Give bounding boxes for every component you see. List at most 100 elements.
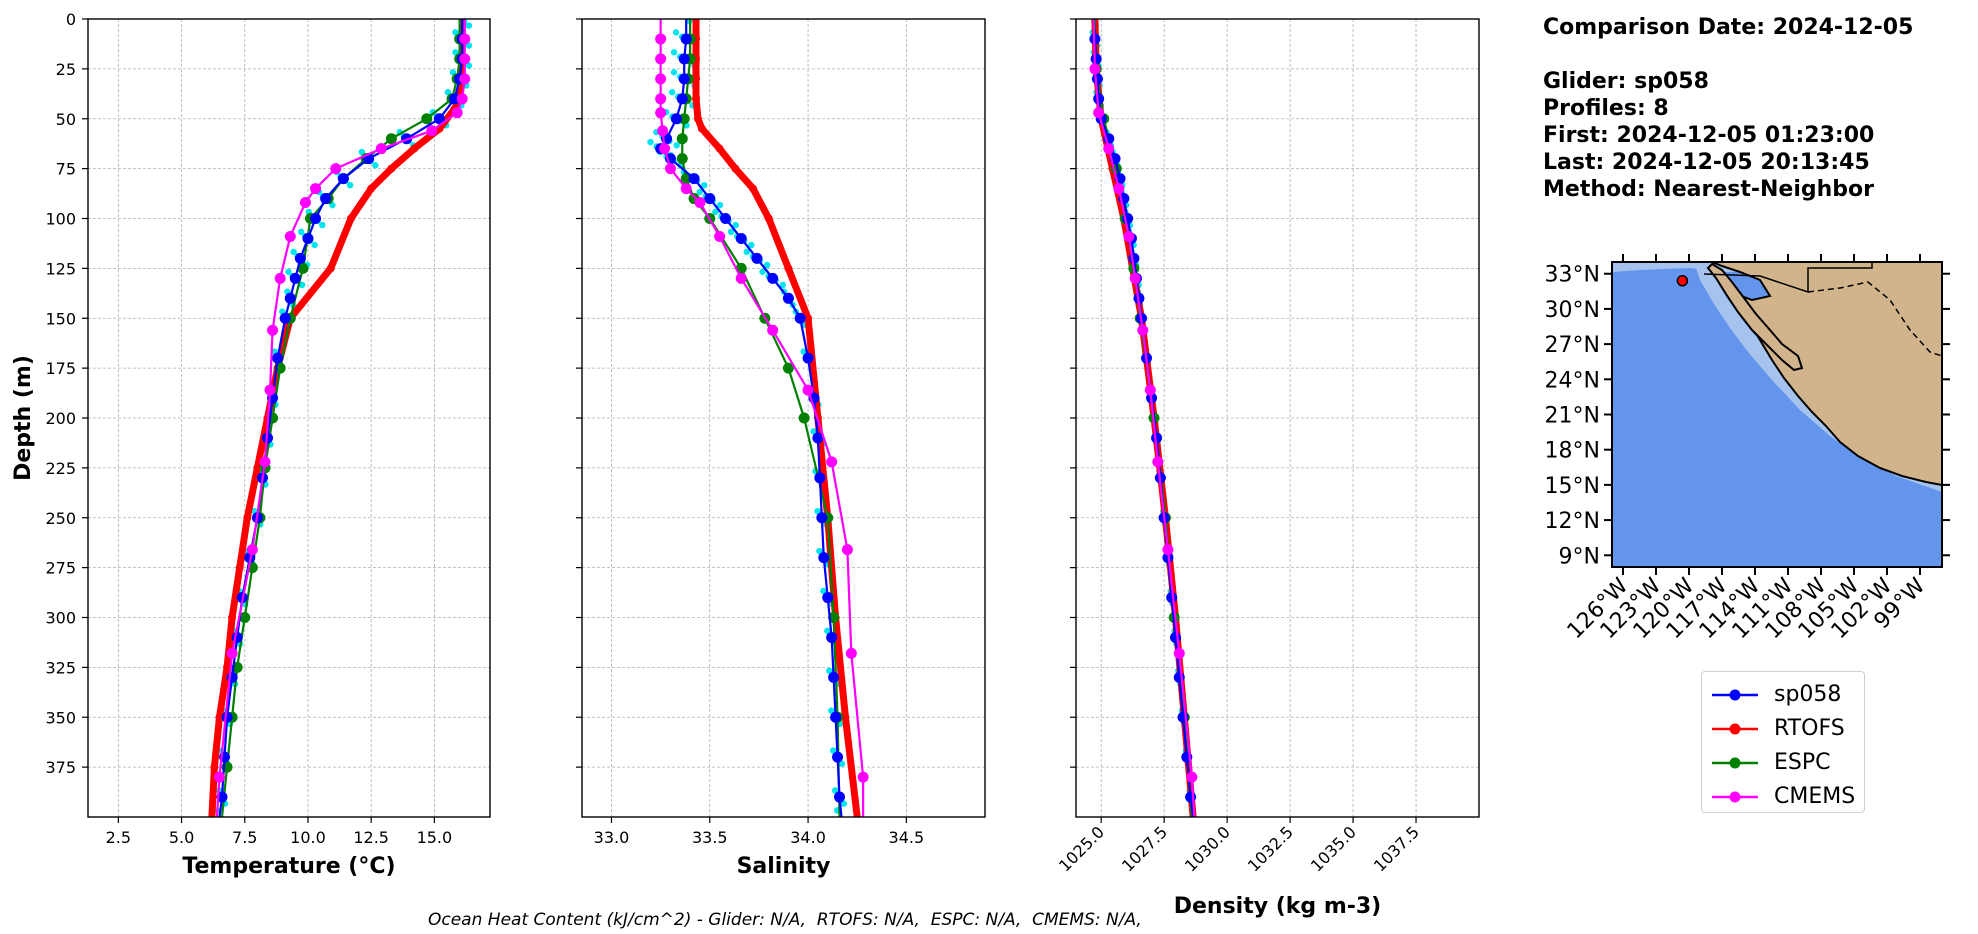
map-lat-label: 27°N bbox=[1545, 333, 1600, 358]
y-tick-label: 200 bbox=[45, 409, 76, 428]
series-point-sp058 bbox=[834, 791, 846, 803]
series-point-cmems bbox=[1103, 143, 1115, 155]
y-tick-label: 350 bbox=[45, 708, 76, 727]
y-tick-label: 100 bbox=[45, 210, 76, 229]
series-point-cmems bbox=[657, 125, 669, 137]
x-tick-label: 1035.0 bbox=[1307, 822, 1360, 875]
raw-point bbox=[290, 248, 297, 256]
series-point-cmems bbox=[1093, 107, 1105, 119]
series-point-cmems bbox=[735, 272, 747, 284]
series-point-sp058 bbox=[1169, 631, 1181, 643]
series-point-rtofs bbox=[367, 184, 376, 193]
series-point-espc bbox=[676, 153, 688, 165]
legend-label: RTOFS bbox=[1774, 716, 1845, 741]
series-point-rtofs bbox=[243, 513, 252, 522]
raw-point bbox=[465, 42, 473, 49]
series-point-rtofs bbox=[784, 264, 793, 273]
raw-point bbox=[346, 181, 354, 189]
x-tick-label: 33.5 bbox=[692, 828, 728, 847]
series-point-cmems bbox=[310, 183, 322, 195]
x-tick-label: 7.5 bbox=[232, 828, 257, 847]
y-tick-label: 250 bbox=[45, 509, 76, 528]
panel-density: 1025.0 1027.5 1030.0 1032.5 1035.0 1037.5 Dens… bbox=[1055, 17, 1480, 919]
series-point-rtofs bbox=[346, 214, 355, 223]
series-point-espc bbox=[680, 173, 692, 185]
series-point-cmems bbox=[826, 456, 838, 468]
raw-point bbox=[701, 181, 708, 189]
series-point-rtofs bbox=[253, 463, 262, 472]
raw-point bbox=[372, 162, 379, 169]
x-tick-label: 2.5 bbox=[106, 828, 131, 847]
map-border bbox=[1703, 262, 1873, 294]
series-point-cmems bbox=[802, 384, 814, 396]
legend-item-sp058: sp058 bbox=[1702, 680, 1862, 710]
series-point-cmems bbox=[456, 93, 468, 105]
map-lat-label: 12°N bbox=[1545, 509, 1600, 534]
series-point-sp058 bbox=[828, 671, 840, 683]
comparison-info: Comparison Date: 2024-12-05 Glider: sp05… bbox=[1543, 14, 1913, 203]
series-point-sp058 bbox=[1091, 73, 1103, 85]
series-point-rtofs bbox=[223, 663, 232, 672]
series-point-cmems bbox=[655, 93, 667, 105]
series-point-cmems bbox=[1089, 63, 1101, 75]
raw-point bbox=[732, 221, 739, 229]
series-point-cmems bbox=[451, 107, 463, 119]
series-point-cmems bbox=[274, 272, 286, 284]
legend-swatch-espc bbox=[1712, 757, 1758, 769]
y-tick-label: 50 bbox=[56, 110, 76, 129]
ocean-heat-content-note: Ocean Heat Content (kJ/cm^2) - Glider: N… bbox=[428, 910, 1142, 930]
series-point-cmems bbox=[1144, 384, 1156, 396]
series-point-espc bbox=[676, 133, 688, 145]
series-point-sp058 bbox=[680, 33, 692, 45]
map-land-baja bbox=[1706, 262, 1804, 372]
series-point-sp058 bbox=[1128, 252, 1140, 264]
series-point-cmems bbox=[694, 197, 706, 209]
series-line-cmems bbox=[1092, 18, 1196, 818]
series-point-espc bbox=[798, 412, 810, 424]
raw-point bbox=[452, 29, 459, 36]
x-tick-label: 12.5 bbox=[353, 828, 389, 847]
map-lat-label: 24°N bbox=[1545, 368, 1600, 393]
y-tick-label: 175 bbox=[45, 359, 76, 378]
legend-label: CMEMS bbox=[1774, 784, 1856, 809]
raw-point bbox=[716, 201, 724, 209]
series-point-sp058 bbox=[670, 113, 682, 125]
series-point-sp058 bbox=[767, 272, 779, 284]
series-point-sp058 bbox=[449, 93, 461, 105]
legend-label: ESPC bbox=[1774, 750, 1831, 775]
series-point-sp058 bbox=[284, 292, 296, 304]
series-point-cmems bbox=[213, 771, 225, 783]
series-point-sp058 bbox=[433, 113, 445, 125]
glider-name: Glider: sp058 bbox=[1543, 69, 1709, 94]
series-point-sp058 bbox=[279, 312, 291, 324]
y-tick-label: 300 bbox=[45, 609, 76, 628]
raw-point bbox=[298, 228, 305, 236]
series-point-rtofs bbox=[841, 713, 850, 722]
raw-point bbox=[465, 22, 473, 29]
series-point-sp058 bbox=[794, 312, 806, 324]
series-point-rtofs bbox=[210, 763, 219, 772]
profile-panels: 2.5 5.0 7.5 10.0 12.5 15.0 0 25 50 75 100 125 150 175… bbox=[11, 10, 1480, 919]
series-point-cmems bbox=[1152, 456, 1164, 468]
series-point-sp058 bbox=[678, 73, 690, 85]
series-point-cmems bbox=[375, 143, 387, 155]
series-point-sp058 bbox=[720, 213, 732, 224]
y-tick-label: 150 bbox=[45, 309, 76, 328]
raw-point bbox=[668, 89, 676, 96]
map-lat-label: 18°N bbox=[1545, 439, 1600, 464]
series-point-espc bbox=[421, 113, 433, 125]
series-point-sp058 bbox=[832, 751, 844, 763]
y-tick-label: 25 bbox=[56, 60, 76, 79]
comparison-date: Comparison Date: 2024-12-05 bbox=[1543, 15, 1914, 40]
series-point-cmems bbox=[1113, 183, 1125, 195]
x-axis-label: Salinity bbox=[737, 854, 831, 879]
series-point-cmems bbox=[459, 33, 471, 45]
raw-point bbox=[358, 148, 366, 156]
series-point-espc bbox=[239, 612, 251, 623]
x-tick-label: 10.0 bbox=[290, 828, 326, 847]
series-point-rtofs bbox=[326, 264, 335, 273]
x-tick-label: 1030.0 bbox=[1181, 822, 1234, 875]
series-point-cmems bbox=[1186, 771, 1198, 783]
series-point-espc bbox=[782, 362, 794, 374]
series-cmems bbox=[1089, 18, 1198, 818]
